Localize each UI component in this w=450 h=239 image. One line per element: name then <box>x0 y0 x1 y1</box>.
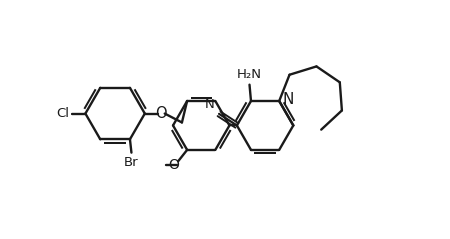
Text: O: O <box>168 158 179 172</box>
Text: N: N <box>205 98 215 111</box>
Text: O: O <box>155 106 167 121</box>
Text: N: N <box>283 92 294 107</box>
Text: H₂N: H₂N <box>237 68 262 81</box>
Text: Br: Br <box>124 156 139 169</box>
Text: Cl: Cl <box>56 107 69 120</box>
